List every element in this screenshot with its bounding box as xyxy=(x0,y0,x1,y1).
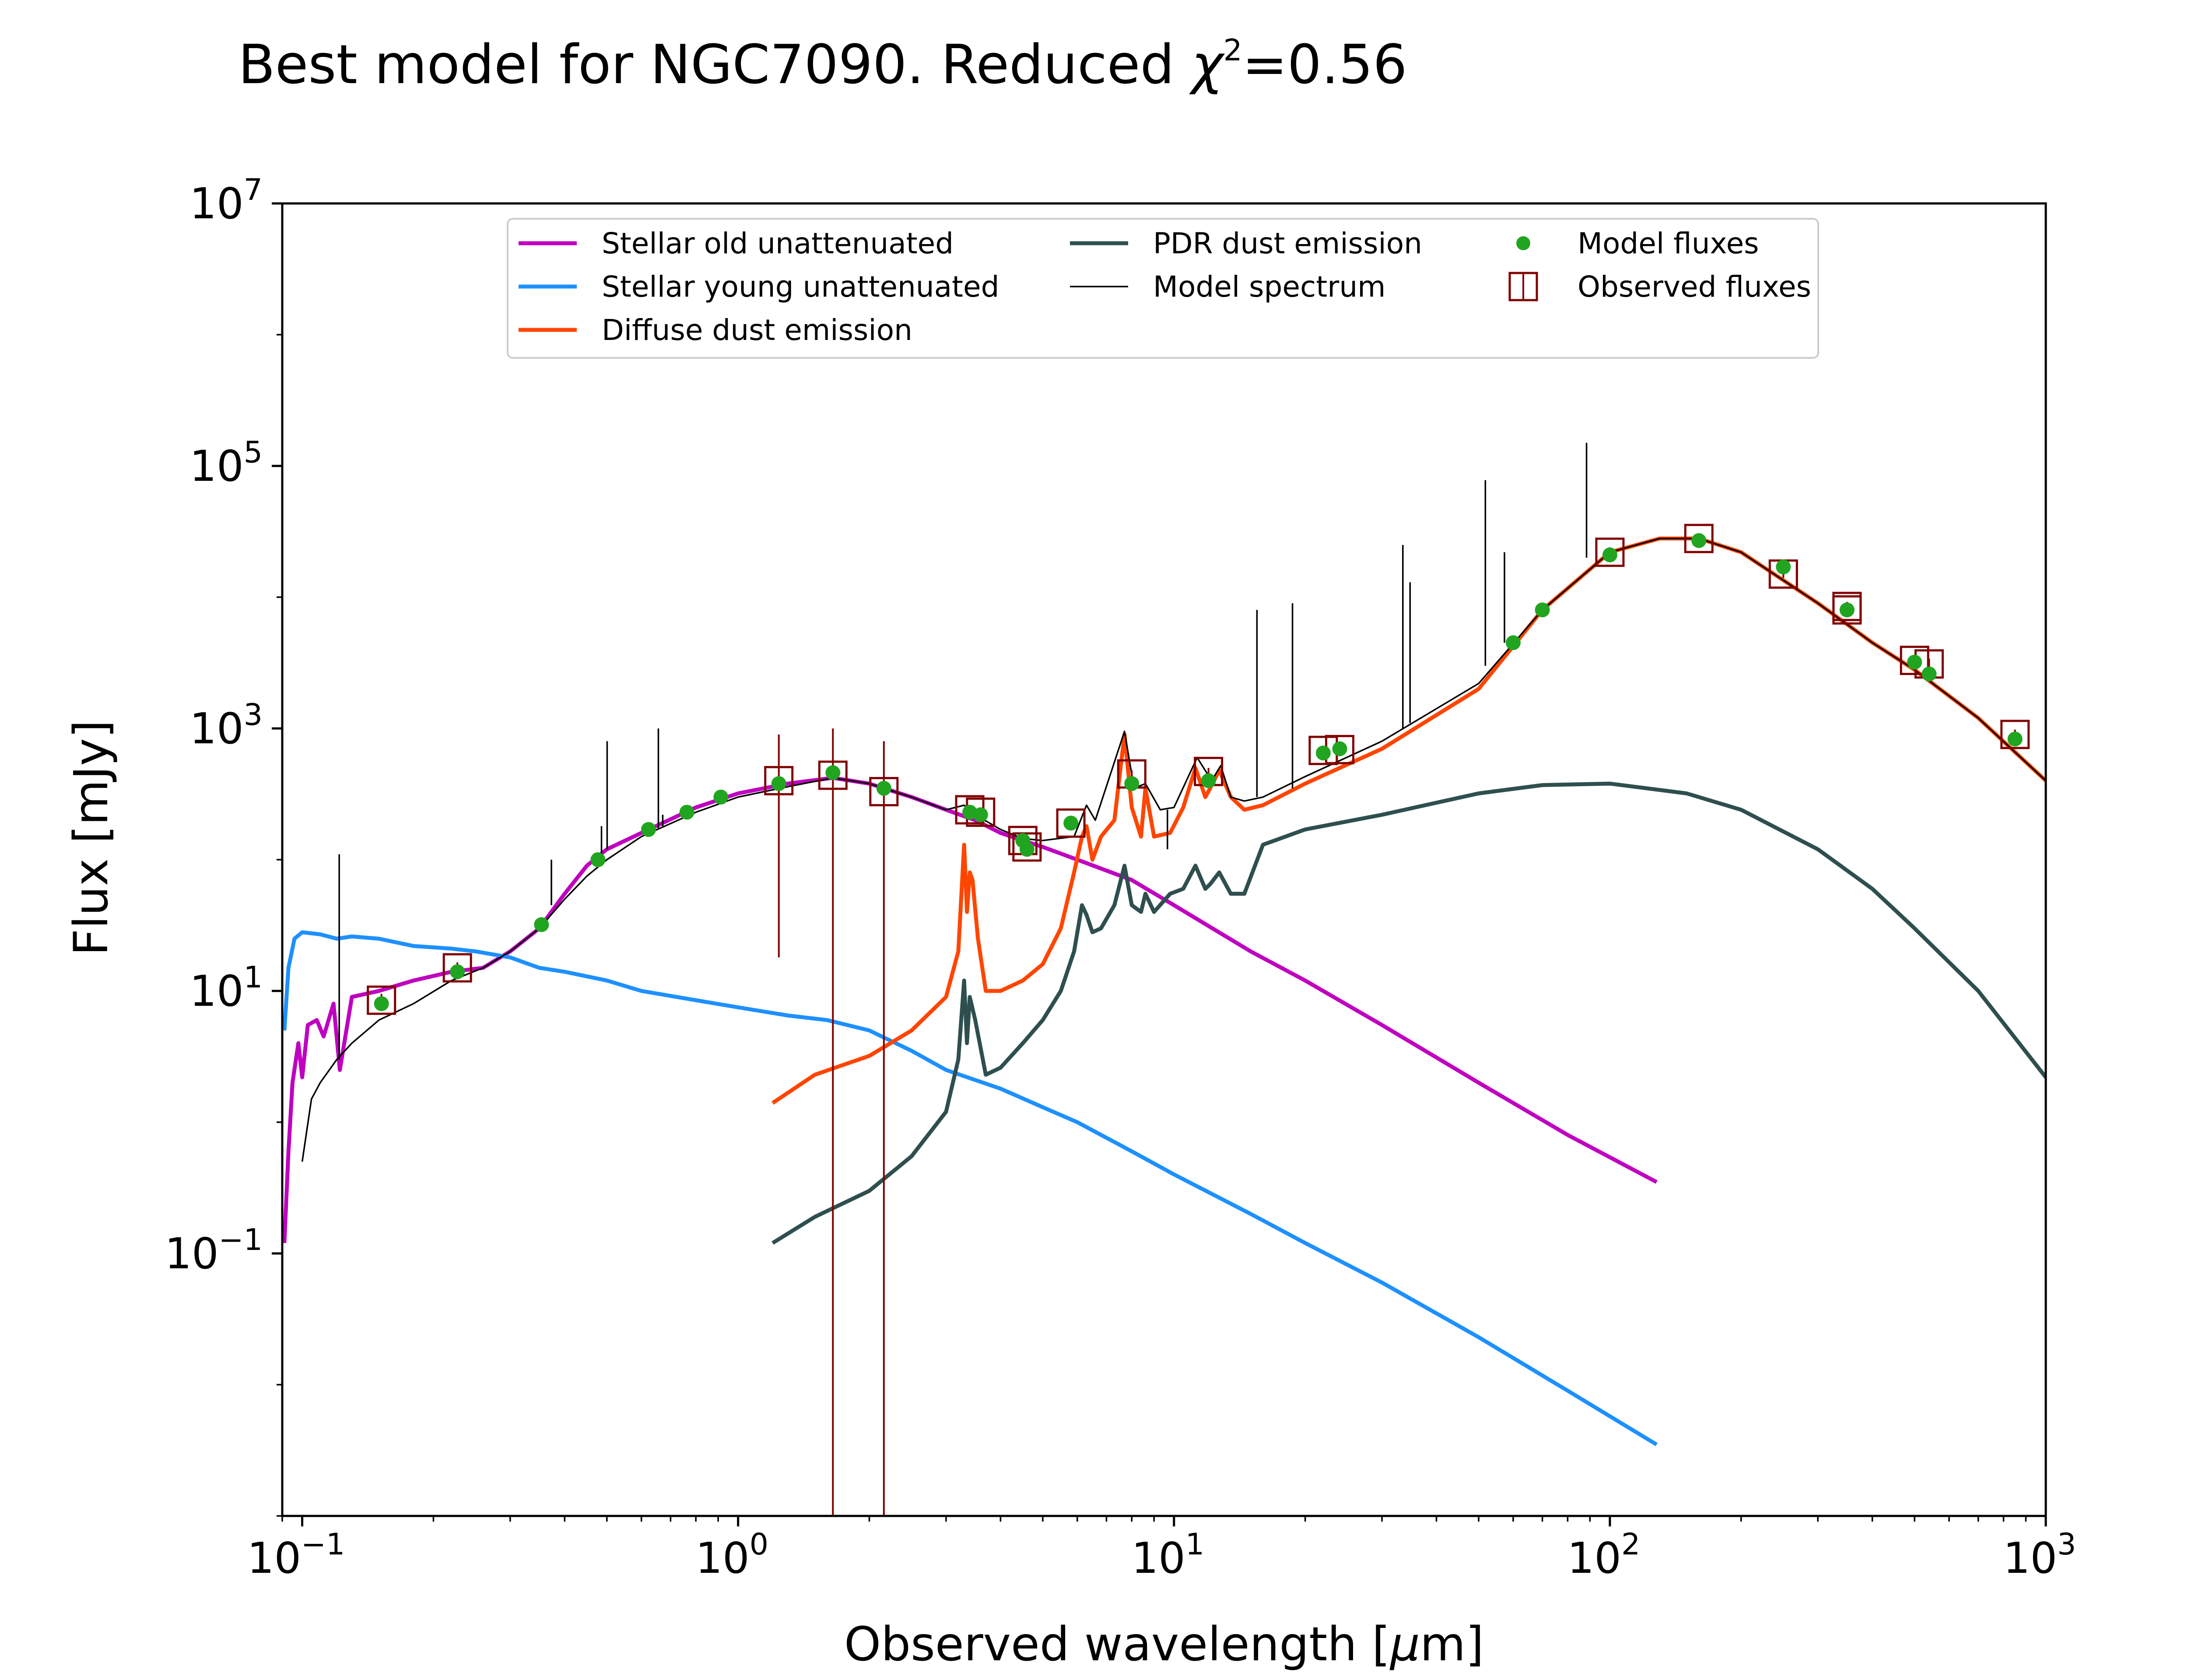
model-flux-point xyxy=(641,822,656,837)
series-stellar-young-unattenuated xyxy=(282,930,1658,1446)
legend-label: Model spectrum xyxy=(1153,270,1385,304)
legend-item-model-spectrum: Model spectrum xyxy=(1070,270,1385,304)
legend-item-model-fluxes: Model fluxes xyxy=(1516,227,1759,260)
x-axis: 10−1 100 101 102 103 xyxy=(247,1516,2076,1583)
observed-flux-marker xyxy=(1012,832,1042,862)
model-flux-point xyxy=(1332,741,1347,756)
observed-flux-marker xyxy=(869,777,899,806)
legend-label: Stellar old unattenuated xyxy=(602,227,954,260)
legend-label: Observed fluxes xyxy=(1578,270,1811,304)
x-tick-label: 100 xyxy=(695,1527,768,1583)
model-flux-point xyxy=(876,780,891,796)
x-tick-label: 101 xyxy=(1131,1527,1204,1583)
model-flux-point xyxy=(1315,746,1331,761)
observed-flux-marker xyxy=(1684,524,1714,553)
legend-box xyxy=(507,218,1819,359)
model-flux-point xyxy=(771,776,786,791)
model-flux-point xyxy=(1505,635,1521,651)
y-tick-label: 107 xyxy=(189,173,263,228)
observed-flux-marker xyxy=(1832,595,1862,625)
legend-item-stellar-young-unattenuated: Stellar young unattenuated xyxy=(519,270,999,304)
model-flux-point xyxy=(1776,559,1791,574)
x-tick-label: 103 xyxy=(2003,1527,2076,1583)
observed-flux-marker xyxy=(367,985,396,1015)
plot-content xyxy=(282,443,2046,1516)
observed-flux-marker xyxy=(818,760,848,790)
model-flux-point xyxy=(973,807,988,822)
legend-label: Model fluxes xyxy=(1578,227,1759,260)
legend-swatch xyxy=(1516,236,1530,250)
y-tick-label: 10−1 xyxy=(165,1223,263,1278)
model-flux-point xyxy=(590,852,606,867)
legend-label: Diffuse dust emission xyxy=(602,313,912,347)
x-tick-label: 102 xyxy=(1567,1527,1641,1583)
y-tick-label: 101 xyxy=(189,960,263,1016)
model-flux-point xyxy=(1535,602,1550,618)
model-flux-point xyxy=(1602,547,1617,563)
model-flux-point xyxy=(1922,666,1937,682)
model-flux-point xyxy=(1839,602,1855,618)
observed-flux-marker xyxy=(1595,537,1625,567)
series-pdr-dust-emission xyxy=(771,781,2046,1245)
y-tick-label: 103 xyxy=(189,698,263,753)
model-flux-point xyxy=(825,765,841,780)
legend-label: Stellar young unattenuated xyxy=(602,270,999,304)
observed-flux-marker xyxy=(2000,720,2030,749)
series-model-spectrum xyxy=(301,538,2046,1162)
model-flux-point xyxy=(1019,842,1034,857)
model-flux-point xyxy=(1907,654,1922,670)
model-flux-point xyxy=(1201,773,1216,788)
observed-flux-marker xyxy=(1056,808,1086,838)
legend-item-observed-fluxes: Observed fluxes xyxy=(1508,270,1811,304)
model-flux-point xyxy=(450,964,465,980)
y-axis: 10−1 101 103 105 107 xyxy=(165,173,282,1517)
y-axis-label: Flux [mJy] xyxy=(64,720,119,956)
model-flux-point xyxy=(713,789,729,805)
model-flux-point xyxy=(2007,732,2023,747)
legend-label: PDR dust emission xyxy=(1153,227,1422,260)
model-flux-point xyxy=(1124,776,1140,791)
model-flux-point xyxy=(374,996,389,1012)
legend-item-stellar-old-unattenuated: Stellar old unattenuated xyxy=(519,227,954,260)
series-stellar-old-unattenuated xyxy=(282,776,1658,1243)
y-tick-label: 105 xyxy=(189,435,263,491)
legend-item-diffuse-dust-emission: Diffuse dust emission xyxy=(519,313,912,347)
observed-flux-marker xyxy=(442,953,472,983)
legend-item-pdr-dust-emission: PDR dust emission xyxy=(1070,227,1422,260)
x-tick-label: 10−1 xyxy=(247,1527,345,1583)
chart-title: Best model for NGC7090. Reduced χ2=0.56 xyxy=(238,33,1407,96)
legend: Stellar old unattenuated Stellar young un… xyxy=(507,218,1819,359)
model-flux-point xyxy=(1691,533,1707,548)
model-flux-point xyxy=(679,805,694,820)
model-flux-point xyxy=(1063,816,1079,831)
observed-flux-marker xyxy=(764,766,794,795)
x-axis-label: Observed wavelength [μm] xyxy=(844,1617,1484,1672)
model-flux-point xyxy=(534,917,549,932)
